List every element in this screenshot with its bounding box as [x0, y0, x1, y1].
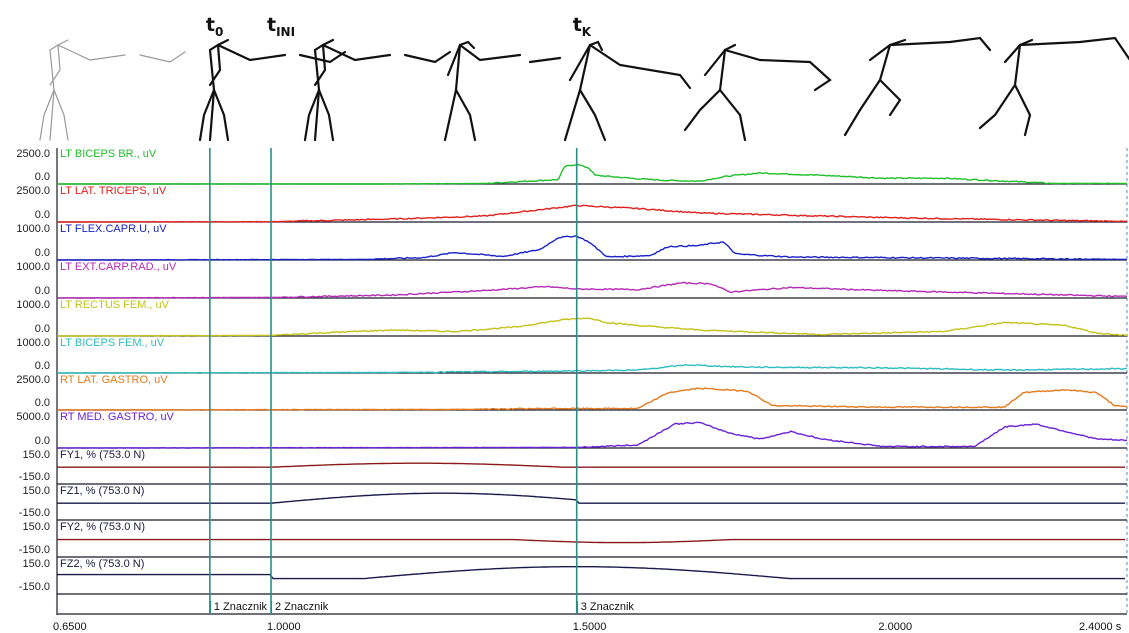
channel-signal	[57, 163, 1127, 185]
channel-signal	[57, 538, 1125, 544]
stick-figure-sequence	[39, 36, 1129, 142]
x-tick-label: 1.5000	[572, 621, 607, 633]
y-min-label: -150.0	[18, 507, 50, 519]
y-max-label: 1000.0	[16, 337, 50, 349]
channel-name: FZ1, % (753.0 N)	[60, 485, 145, 497]
channel-name: LT BICEPS FEM., uV	[60, 337, 165, 349]
y-max-label: 5000.0	[16, 411, 50, 423]
channel-signal	[56, 387, 1128, 411]
y-min-label: 0.0	[34, 397, 50, 409]
y-min-label: 0.0	[34, 285, 50, 297]
y-min-label: 0.0	[34, 435, 50, 447]
stick-figure	[303, 38, 452, 142]
channel-name: LT EXT.CARP.RAD., uV	[60, 261, 177, 273]
channel-signal	[57, 566, 1125, 580]
y-min-label: 0.0	[34, 171, 50, 183]
y-min-label: 0.0	[34, 209, 50, 221]
y-min-label: -150.0	[18, 471, 50, 483]
stick-figure	[198, 38, 347, 142]
y-max-label: 150.0	[22, 485, 50, 497]
y-max-label: 150.0	[22, 521, 50, 533]
y-min-label: -150.0	[18, 544, 50, 556]
y-min-label: 0.0	[34, 360, 50, 372]
stick-figure	[563, 40, 692, 142]
stick-figure	[843, 36, 992, 137]
y-min-label: -150.0	[18, 581, 50, 593]
y-min-label: 0.0	[34, 323, 50, 335]
channel-name: LT BICEPS BR., uV	[60, 148, 157, 160]
time-marker-label: tK	[572, 14, 592, 39]
channel-signal	[56, 281, 1127, 299]
channel-name: FZ2, % (753.0 N)	[60, 558, 145, 570]
time-marker-label: t0	[205, 14, 224, 39]
channel-name: LT LAT. TRICEPS, uV	[60, 185, 167, 197]
y-min-label: 0.0	[34, 247, 50, 259]
channel-name: LT FLEX.CAPR.U, uV	[60, 223, 167, 235]
channel-signal	[57, 462, 1125, 468]
channel-signal	[57, 204, 1127, 223]
channel-signal	[57, 317, 1127, 337]
y-max-label: 2500.0	[16, 374, 50, 386]
channel-name: FY1, % (753.0 N)	[60, 449, 145, 461]
marker-name: 2 Znacznik	[271, 601, 328, 613]
channel-name: RT MED. GASTRO, uV	[60, 411, 174, 423]
stick-figure	[443, 40, 562, 142]
channel-name: LT RECTUS FEM., uV	[60, 299, 170, 311]
channel-signal	[57, 492, 1125, 504]
x-tick-label: 0.6500	[53, 621, 87, 633]
x-tick-label: 2.4000 s	[1079, 621, 1122, 633]
marker-name: 1 Znacznik	[209, 601, 267, 613]
stick-figure	[978, 36, 1129, 137]
stick-figure	[39, 39, 186, 141]
y-max-label: 1000.0	[16, 223, 50, 235]
time-marker-label: tINI	[267, 14, 296, 39]
stick-figure	[683, 43, 832, 142]
channel-name: RT LAT. GASTRO, uV	[60, 374, 168, 386]
channel-signal	[56, 421, 1128, 449]
x-tick-label: 2.0000	[878, 621, 913, 633]
marker-name: 3 Znacznik	[576, 601, 634, 613]
y-max-label: 1000.0	[16, 299, 50, 311]
y-max-label: 2500.0	[16, 185, 50, 197]
x-tick-label: 1.0000	[267, 621, 301, 633]
channel-signal	[57, 363, 1128, 374]
y-max-label: 150.0	[22, 449, 50, 461]
y-max-label: 2500.0	[16, 148, 50, 160]
channel-name: FY2, % (753.0 N)	[60, 521, 145, 533]
y-max-label: 1000.0	[16, 261, 50, 273]
channel-signal	[56, 235, 1128, 261]
y-max-label: 150.0	[22, 558, 50, 570]
